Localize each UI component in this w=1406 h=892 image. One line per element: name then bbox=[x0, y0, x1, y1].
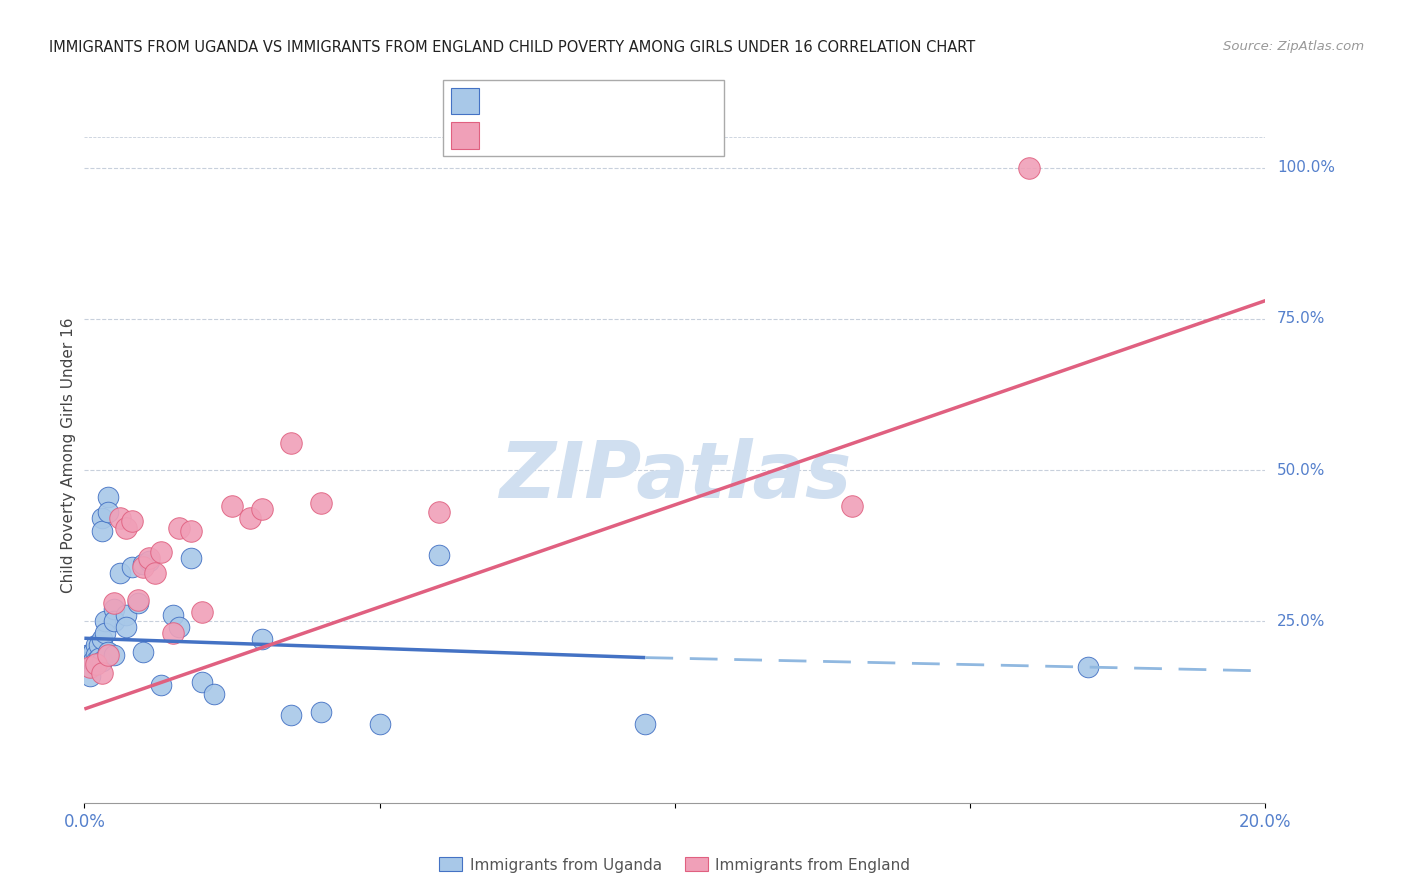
Text: IMMIGRANTS FROM UGANDA VS IMMIGRANTS FROM ENGLAND CHILD POVERTY AMONG GIRLS UNDE: IMMIGRANTS FROM UGANDA VS IMMIGRANTS FRO… bbox=[49, 40, 976, 55]
Point bbox=[103, 648, 125, 662]
Point bbox=[121, 515, 143, 529]
Legend: Immigrants from Uganda, Immigrants from England: Immigrants from Uganda, Immigrants from … bbox=[433, 851, 917, 879]
Point bbox=[97, 490, 120, 504]
Point bbox=[239, 511, 262, 525]
Point bbox=[76, 648, 98, 662]
Y-axis label: Child Poverty Among Girls Under 16: Child Poverty Among Girls Under 16 bbox=[60, 318, 76, 592]
Text: R =: R = bbox=[485, 127, 516, 142]
Point bbox=[138, 554, 160, 568]
Point bbox=[94, 626, 117, 640]
Point bbox=[91, 654, 114, 668]
Point bbox=[97, 644, 120, 658]
Point bbox=[132, 559, 155, 574]
Point bbox=[114, 608, 136, 623]
Point bbox=[103, 615, 125, 629]
Point bbox=[427, 505, 450, 519]
Point bbox=[91, 511, 114, 525]
Point bbox=[84, 648, 107, 662]
Point bbox=[191, 674, 214, 689]
Point bbox=[84, 657, 107, 671]
FancyBboxPatch shape bbox=[443, 80, 724, 156]
Text: N =: N = bbox=[612, 93, 644, 108]
Point bbox=[167, 620, 190, 634]
Point bbox=[1077, 659, 1099, 673]
Point bbox=[309, 496, 332, 510]
Text: ZIPatlas: ZIPatlas bbox=[499, 438, 851, 514]
Point bbox=[91, 665, 114, 680]
Point bbox=[97, 505, 120, 519]
Point bbox=[138, 550, 160, 565]
Point bbox=[108, 566, 131, 580]
Point bbox=[309, 705, 332, 719]
Point bbox=[79, 654, 101, 668]
Point bbox=[94, 615, 117, 629]
Point bbox=[97, 648, 120, 662]
Point bbox=[87, 639, 111, 653]
Text: 45: 45 bbox=[662, 93, 682, 108]
Point bbox=[368, 717, 391, 731]
Point bbox=[84, 639, 107, 653]
Point bbox=[180, 550, 202, 565]
Point bbox=[121, 559, 143, 574]
Text: 0.616: 0.616 bbox=[541, 127, 588, 142]
Point bbox=[202, 687, 225, 701]
Point bbox=[82, 644, 104, 658]
Text: 25.0%: 25.0% bbox=[1277, 614, 1326, 629]
Text: 75.0%: 75.0% bbox=[1277, 311, 1326, 326]
Point bbox=[250, 632, 273, 647]
Point bbox=[167, 520, 190, 534]
Point bbox=[79, 669, 101, 683]
Point bbox=[103, 602, 125, 616]
Point bbox=[162, 608, 184, 623]
Point bbox=[250, 502, 273, 516]
Point bbox=[127, 593, 149, 607]
Text: Source: ZipAtlas.com: Source: ZipAtlas.com bbox=[1223, 40, 1364, 54]
Point bbox=[114, 620, 136, 634]
Point bbox=[91, 524, 114, 538]
Text: 50.0%: 50.0% bbox=[1277, 463, 1326, 477]
Point bbox=[1018, 161, 1040, 175]
Point bbox=[150, 545, 173, 559]
Point bbox=[634, 717, 657, 731]
Point bbox=[91, 632, 114, 647]
Point bbox=[427, 548, 450, 562]
Point bbox=[82, 654, 104, 668]
Text: -0.064: -0.064 bbox=[541, 93, 593, 108]
Point bbox=[280, 435, 302, 450]
Point bbox=[280, 708, 302, 723]
Text: N =: N = bbox=[612, 127, 644, 142]
Point bbox=[841, 500, 863, 514]
Point bbox=[79, 659, 101, 673]
Text: 25: 25 bbox=[662, 127, 682, 142]
Text: R =: R = bbox=[485, 93, 516, 108]
Point bbox=[127, 596, 149, 610]
Point bbox=[143, 566, 166, 580]
Bar bbox=[451, 122, 479, 149]
Point bbox=[221, 500, 243, 514]
Point bbox=[108, 511, 131, 525]
Point bbox=[79, 648, 101, 662]
Point bbox=[84, 654, 107, 668]
Point bbox=[87, 650, 111, 665]
Point bbox=[103, 596, 125, 610]
Point bbox=[114, 520, 136, 534]
Bar bbox=[451, 88, 479, 114]
Point bbox=[162, 626, 184, 640]
Point bbox=[180, 524, 202, 538]
Text: 100.0%: 100.0% bbox=[1277, 160, 1336, 175]
Point bbox=[132, 644, 155, 658]
Point bbox=[79, 659, 101, 673]
Point bbox=[191, 605, 214, 619]
Point bbox=[132, 557, 155, 571]
Point bbox=[150, 678, 173, 692]
